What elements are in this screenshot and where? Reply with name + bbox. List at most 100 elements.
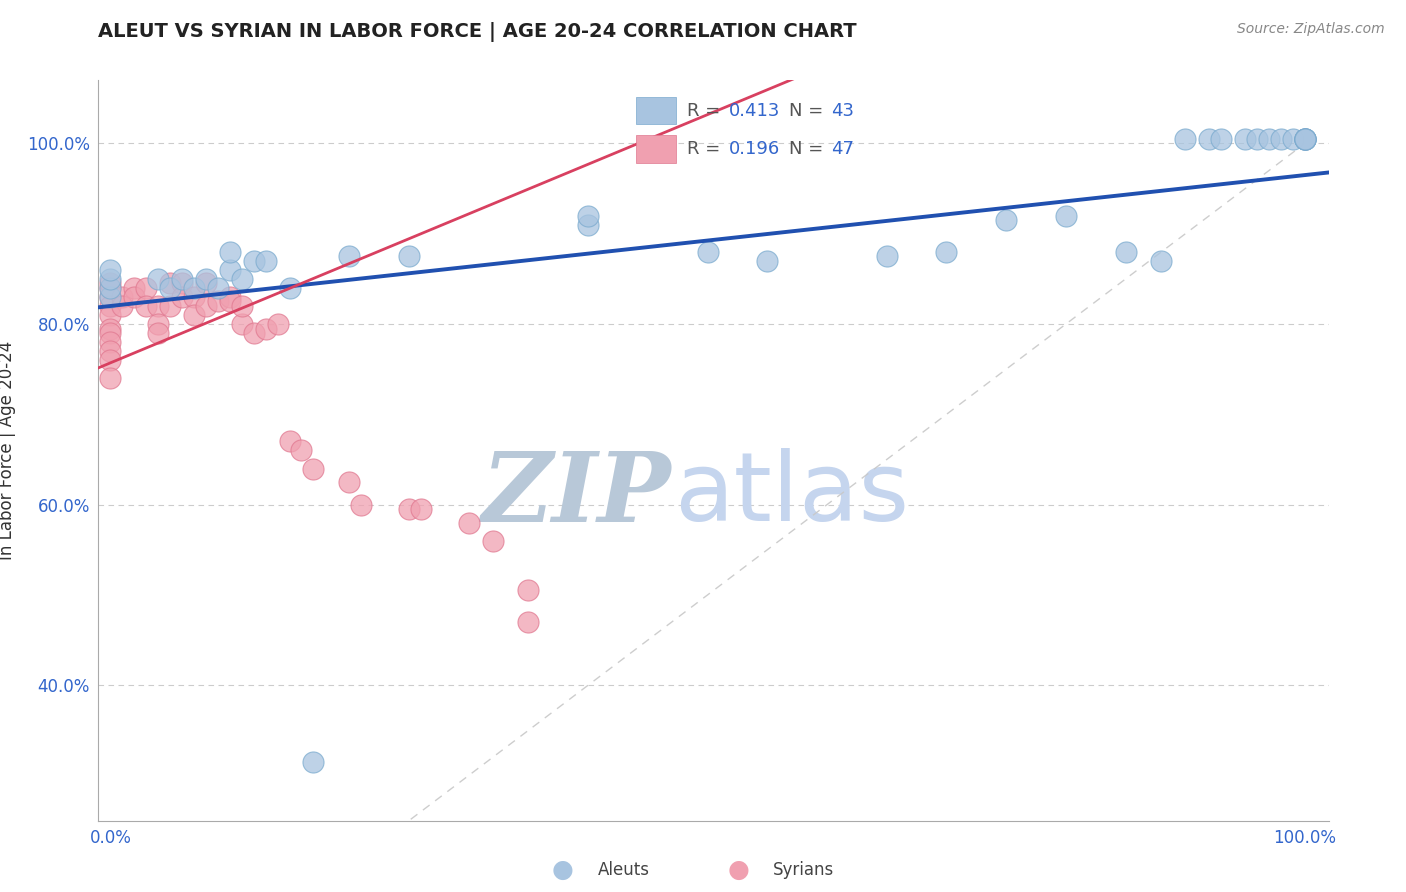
Point xyxy=(231,272,253,286)
Point xyxy=(1054,209,1077,223)
Point xyxy=(98,290,121,304)
Text: Syrians: Syrians xyxy=(773,861,835,879)
Point xyxy=(194,299,217,313)
Point xyxy=(409,502,432,516)
Point xyxy=(1294,132,1316,146)
Point xyxy=(290,443,312,458)
Point xyxy=(254,321,277,335)
Point xyxy=(159,299,181,313)
Point xyxy=(1294,132,1316,146)
Point xyxy=(1270,132,1292,146)
Point xyxy=(98,263,121,277)
Text: 47: 47 xyxy=(831,140,855,158)
Text: R =: R = xyxy=(688,102,725,120)
Text: 0.196: 0.196 xyxy=(730,140,780,158)
Point xyxy=(146,299,169,313)
Point xyxy=(98,335,121,350)
Point xyxy=(337,475,360,489)
Point xyxy=(159,277,181,291)
Point xyxy=(98,281,121,295)
Text: Source: ZipAtlas.com: Source: ZipAtlas.com xyxy=(1237,22,1385,37)
Point xyxy=(98,290,121,304)
Text: R =: R = xyxy=(688,140,725,158)
Point xyxy=(183,290,205,304)
Text: N =: N = xyxy=(789,140,828,158)
Point xyxy=(111,290,134,304)
Point xyxy=(98,353,121,368)
Point xyxy=(231,317,253,331)
Point xyxy=(517,583,540,598)
Text: N =: N = xyxy=(789,102,828,120)
Point xyxy=(457,516,479,530)
Point xyxy=(1294,132,1316,146)
Point xyxy=(218,244,240,259)
Point xyxy=(266,317,288,331)
Point xyxy=(98,299,121,313)
Point xyxy=(231,299,253,313)
Point xyxy=(98,308,121,322)
Text: atlas: atlas xyxy=(675,449,910,541)
Text: ZIP: ZIP xyxy=(481,448,671,541)
Point xyxy=(122,281,145,295)
Point xyxy=(1115,244,1137,259)
Point xyxy=(98,277,121,291)
Text: 43: 43 xyxy=(831,102,855,120)
Point xyxy=(481,533,503,548)
Point xyxy=(1174,132,1197,146)
Point xyxy=(1198,132,1220,146)
Point xyxy=(576,218,599,232)
Point xyxy=(98,371,121,385)
Point xyxy=(98,344,121,359)
Point xyxy=(98,281,121,295)
Point xyxy=(159,281,181,295)
Point xyxy=(135,281,157,295)
Point xyxy=(242,326,264,340)
Point xyxy=(98,326,121,340)
Point xyxy=(1294,132,1316,146)
Point xyxy=(398,502,420,516)
Point xyxy=(183,281,205,295)
Point xyxy=(194,272,217,286)
Text: ●: ● xyxy=(727,858,749,881)
Point xyxy=(1294,132,1316,146)
Text: 0.413: 0.413 xyxy=(730,102,780,120)
Point xyxy=(995,213,1018,227)
Point xyxy=(146,326,169,340)
Point xyxy=(337,249,360,263)
Point xyxy=(350,498,373,512)
Point xyxy=(278,281,301,295)
Point xyxy=(696,244,718,259)
Point xyxy=(1150,253,1173,268)
Point xyxy=(398,249,420,263)
Point xyxy=(135,299,157,313)
Point xyxy=(302,755,325,769)
Point xyxy=(146,272,169,286)
Point xyxy=(146,317,169,331)
Point xyxy=(1294,132,1316,146)
Point xyxy=(207,281,229,295)
Point xyxy=(122,290,145,304)
Point xyxy=(278,434,301,449)
Point xyxy=(218,263,240,277)
Point xyxy=(207,294,229,309)
Point xyxy=(1246,132,1268,146)
Point xyxy=(111,299,134,313)
Point xyxy=(254,253,277,268)
Text: ALEUT VS SYRIAN IN LABOR FORCE | AGE 20-24 CORRELATION CHART: ALEUT VS SYRIAN IN LABOR FORCE | AGE 20-… xyxy=(98,22,858,42)
Text: ●: ● xyxy=(551,858,574,881)
Point xyxy=(756,253,779,268)
Point xyxy=(517,615,540,629)
Point xyxy=(935,244,957,259)
Point xyxy=(218,290,240,304)
Point xyxy=(1234,132,1257,146)
Point xyxy=(183,308,205,322)
Point xyxy=(170,290,193,304)
Point xyxy=(1211,132,1233,146)
Point xyxy=(1282,132,1305,146)
Point xyxy=(876,249,898,263)
Point xyxy=(1258,132,1281,146)
Point xyxy=(242,253,264,268)
Text: Aleuts: Aleuts xyxy=(598,861,650,879)
Point xyxy=(170,272,193,286)
Point xyxy=(98,272,121,286)
